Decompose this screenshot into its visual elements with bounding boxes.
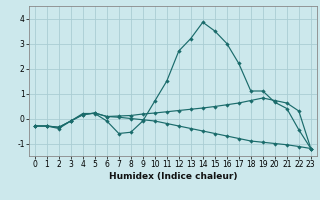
X-axis label: Humidex (Indice chaleur): Humidex (Indice chaleur) (108, 172, 237, 181)
